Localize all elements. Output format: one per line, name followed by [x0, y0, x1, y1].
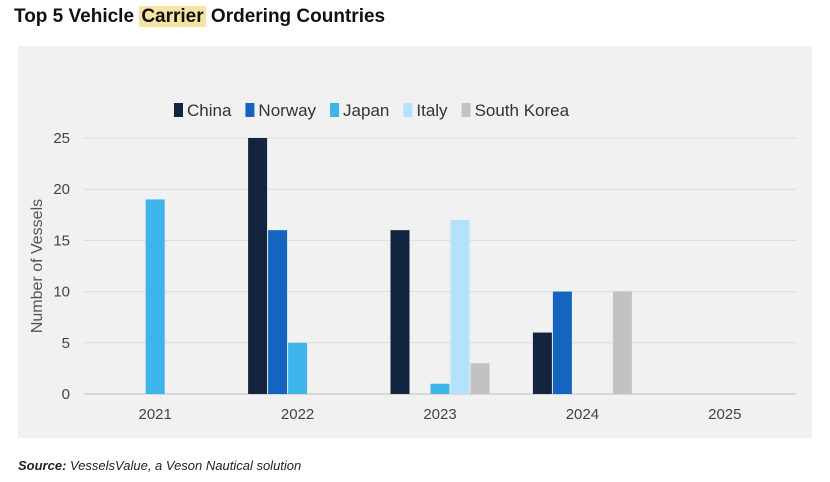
bar-japan-2022 — [288, 342, 308, 394]
y-tick-label: 0 — [62, 386, 70, 403]
title-prefix: Top 5 Vehicle — [14, 6, 140, 27]
legend-swatch-south-korea — [461, 103, 471, 117]
bar-china-2023 — [390, 230, 410, 394]
x-tick-label: 2022 — [281, 406, 314, 423]
bar-china-2024 — [532, 332, 552, 394]
y-tick-label: 10 — [53, 284, 70, 301]
x-tick-label: 2021 — [139, 406, 172, 423]
y-tick-label: 5 — [62, 335, 70, 352]
x-tick-label: 2024 — [566, 406, 599, 423]
bar-japan-2021 — [145, 199, 165, 394]
bar-italy-2023 — [450, 219, 470, 394]
x-tick-label: 2023 — [423, 406, 456, 423]
bar-norway-2024 — [552, 291, 572, 394]
y-tick-label: 15 — [53, 232, 70, 249]
y-tick-label: 25 — [53, 130, 70, 147]
bar-south-korea-2024 — [612, 291, 632, 394]
bar-south-korea-2023 — [470, 363, 490, 394]
legend-label: Norway — [258, 101, 316, 120]
legend-label: China — [187, 101, 232, 120]
legend-label: Italy — [416, 101, 448, 120]
y-axis-label: Number of Vessels — [29, 199, 46, 333]
bar-norway-2022 — [268, 230, 288, 394]
bar-china-2022 — [248, 138, 268, 394]
source-text: VesselsValue, a Veson Nautical solution — [66, 458, 302, 473]
bar-japan-2023 — [430, 383, 450, 394]
chart-title: Top 5 Vehicle Carrier Ordering Countries — [14, 6, 385, 28]
source-note: Source: VesselsValue, a Veson Nautical s… — [18, 458, 301, 473]
source-label: Source: — [18, 458, 67, 473]
title-suffix: Ordering Countries — [205, 6, 386, 27]
legend-swatch-japan — [330, 103, 340, 117]
x-tick-label: 2025 — [708, 406, 741, 423]
title-highlight: Carrier — [139, 6, 206, 27]
legend-label: South Korea — [475, 101, 570, 120]
legend-swatch-italy — [403, 103, 413, 117]
legend-swatch-norway — [245, 103, 255, 117]
chart-panel: 0 5 10 15 20 25 Number of Vessels 2021 2022 2023 2… — [18, 46, 812, 438]
legend-swatch-china — [174, 103, 183, 117]
legend-label: Japan — [343, 101, 389, 120]
y-tick-label: 20 — [53, 181, 70, 198]
